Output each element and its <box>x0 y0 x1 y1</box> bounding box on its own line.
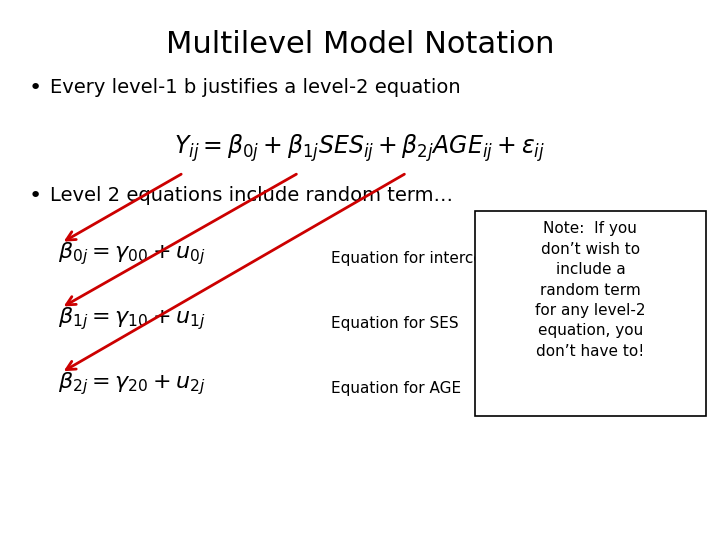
Text: Equation for intercept: Equation for intercept <box>331 251 499 266</box>
Text: $Y_{ij} = \beta_{0j} + \beta_{1j}SES_{ij} + \beta_{2j}AGE_{ij} + \varepsilon_{ij: $Y_{ij} = \beta_{0j} + \beta_{1j}SES_{ij… <box>174 132 546 164</box>
Text: $\beta_{0j} = \gamma_{00} + u_{0j}$: $\beta_{0j} = \gamma_{00} + u_{0j}$ <box>58 240 205 267</box>
Text: $\beta_{1j} = \gamma_{10} + u_{1j}$: $\beta_{1j} = \gamma_{10} + u_{1j}$ <box>58 305 205 332</box>
Text: $\beta_{2j} = \gamma_{20} + u_{2j}$: $\beta_{2j} = \gamma_{20} + u_{2j}$ <box>58 370 205 397</box>
FancyBboxPatch shape <box>475 211 706 416</box>
Text: Level 2 equations include random term…: Level 2 equations include random term… <box>50 186 454 205</box>
Text: Equation for SES: Equation for SES <box>331 316 459 331</box>
Text: •: • <box>29 186 42 206</box>
Text: Every level-1 b justifies a level-2 equation: Every level-1 b justifies a level-2 equa… <box>50 78 461 97</box>
Text: Equation for AGE: Equation for AGE <box>331 381 462 396</box>
Text: Multilevel Model Notation: Multilevel Model Notation <box>166 30 554 59</box>
Text: •: • <box>29 78 42 98</box>
Text: Note:  If you
don’t wish to
include a
random term
for any level-2
equation, you
: Note: If you don’t wish to include a ran… <box>535 221 646 359</box>
